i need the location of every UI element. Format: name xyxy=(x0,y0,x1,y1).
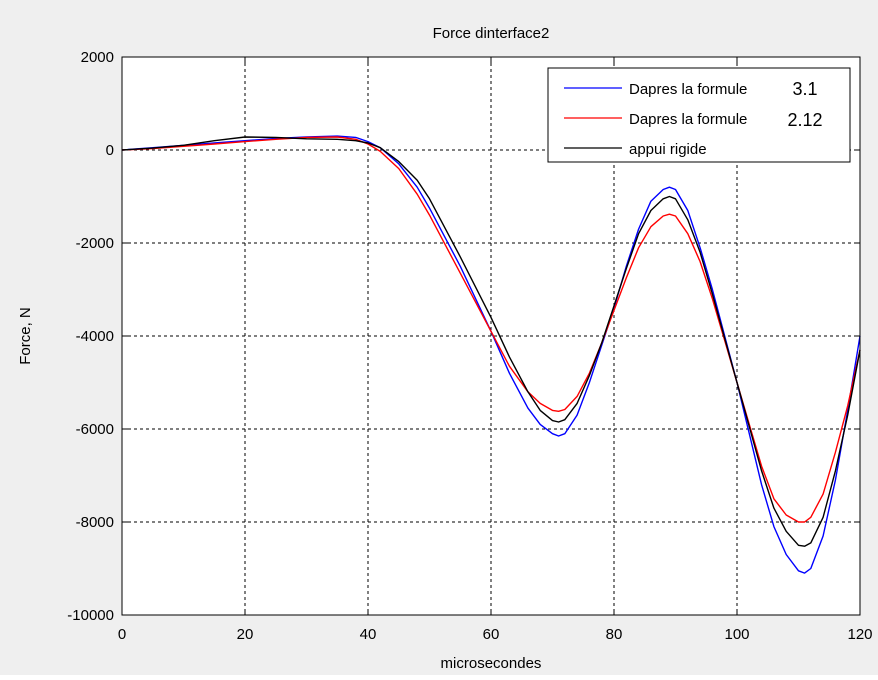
y-tick-label: 2000 xyxy=(81,49,114,66)
legend-suffix-series-2: 2.12 xyxy=(787,110,822,130)
x-tick-label: 120 xyxy=(847,626,872,643)
x-tick-label: 20 xyxy=(237,626,254,643)
legend-label-series-2: Dapres la formule xyxy=(629,111,747,128)
y-axis-label: Force, N xyxy=(17,307,34,365)
legend-box xyxy=(547,67,851,163)
axis-ticks: 0 20 40 60 80 100 120 -10000 -8000 -6000 -4000 -200… xyxy=(67,49,872,643)
y-tick-label: -10000 xyxy=(67,607,114,624)
y-tick-label: -8000 xyxy=(76,514,114,531)
legend: Dapres la formule 3.1 Dapres la formule … xyxy=(547,67,851,163)
legend-suffix-series-1: 3.1 xyxy=(792,79,817,99)
y-tick-label: -6000 xyxy=(76,421,114,438)
series-line-3 xyxy=(121,136,861,547)
y-tick-label: -4000 xyxy=(76,328,114,345)
legend-label-series-3: appui rigide xyxy=(629,141,707,158)
x-axis-label: microsecondes xyxy=(441,655,542,672)
x-tick-label: 40 xyxy=(360,626,377,643)
x-tick-label: 80 xyxy=(606,626,623,643)
x-tick-label: 60 xyxy=(483,626,500,643)
series-lines xyxy=(121,135,861,574)
x-tick-label: 0 xyxy=(118,626,126,643)
legend-label-series-1: Dapres la formule xyxy=(629,81,747,98)
y-tick-label: 0 xyxy=(106,142,114,159)
x-tick-label: 100 xyxy=(724,626,749,643)
chart-title: Force dinterface2 xyxy=(433,25,550,42)
y-tick-label: -2000 xyxy=(76,235,114,252)
series-line-1 xyxy=(121,135,861,574)
